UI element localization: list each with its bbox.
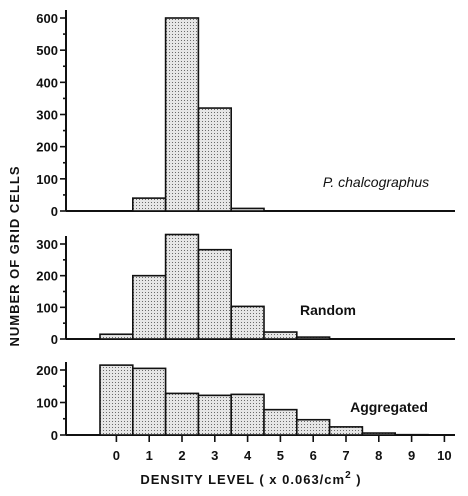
bar-5 [263, 331, 298, 340]
bar-5 [263, 408, 298, 436]
bar-4 [230, 305, 265, 340]
panel-2: 0 100 200 300 Random [36, 233, 455, 347]
x-axis-title-main: DENSITY LEVEL ( x 0.063/cm [140, 472, 345, 487]
bar-0 [99, 333, 134, 340]
x-tick-label: 10 [437, 448, 451, 463]
bar-3 [197, 107, 232, 212]
panel-label: Random [300, 302, 356, 318]
panels-group: 0 100 200 300 400 500 600 P. chalcographus 0 100 2… [36, 10, 455, 443]
x-tick-label: 3 [211, 448, 218, 463]
x-tick-label: 2 [178, 448, 185, 463]
bar-4 [230, 393, 265, 436]
y-axis-title: NUMBER OF GRID CELLS [7, 165, 22, 346]
bar-2 [164, 233, 200, 340]
x-tick-label: 8 [375, 448, 382, 463]
x-axis-title-superscript: 2 [345, 470, 352, 481]
bar-0 [99, 364, 134, 436]
y-tick-label: 100 [36, 172, 58, 187]
bar-7 [328, 426, 364, 436]
panel-3: 0 100 200 Aggregated [36, 362, 455, 443]
y-tick-label: 100 [36, 300, 58, 315]
panel-1: 0 100 200 300 400 500 600 P. chalcographus [36, 10, 455, 219]
bar-1 [132, 197, 167, 212]
y-tick-label: 0 [51, 204, 58, 219]
x-tick-label: 9 [408, 448, 415, 463]
bar-3 [197, 248, 232, 340]
x-tick-labels: 0 1 2 3 4 5 6 7 8 9 10 [113, 435, 452, 463]
y-tick-label: 600 [36, 11, 58, 26]
bar-2 [164, 392, 200, 436]
panel-label: P. chalcographus [323, 174, 429, 190]
y-tick-label: 300 [36, 108, 58, 123]
y-tick-label: 0 [51, 332, 58, 347]
x-tick-label: 0 [113, 448, 120, 463]
bar-2 [164, 17, 200, 212]
x-tick-label: 4 [244, 448, 252, 463]
y-tick-label: 400 [36, 75, 58, 90]
x-tick-label: 6 [310, 448, 317, 463]
y-tick-label: 0 [51, 428, 58, 443]
y-tick-label: 200 [36, 363, 58, 378]
bar-3 [197, 394, 232, 436]
y-tick-label: 200 [36, 140, 58, 155]
y-tick-label: 100 [36, 396, 58, 411]
panel-label: Aggregated [350, 399, 428, 415]
x-axis-title: DENSITY LEVEL ( x 0.063/cm2 ) [140, 470, 361, 487]
x-tick-label: 5 [277, 448, 284, 463]
x-axis-title-close: ) [352, 472, 362, 487]
y-tick-label: 200 [36, 269, 58, 284]
x-tick-label: 7 [342, 448, 349, 463]
bar-4 [230, 207, 265, 212]
y-tick-label: 500 [36, 43, 58, 58]
bar-1 [132, 367, 167, 436]
y-tick-label: 300 [36, 237, 58, 252]
x-tick-label: 1 [146, 448, 153, 463]
bar-6 [295, 418, 331, 436]
bar-8 [361, 432, 396, 436]
bar-1 [132, 274, 167, 340]
bar-6 [295, 336, 331, 340]
